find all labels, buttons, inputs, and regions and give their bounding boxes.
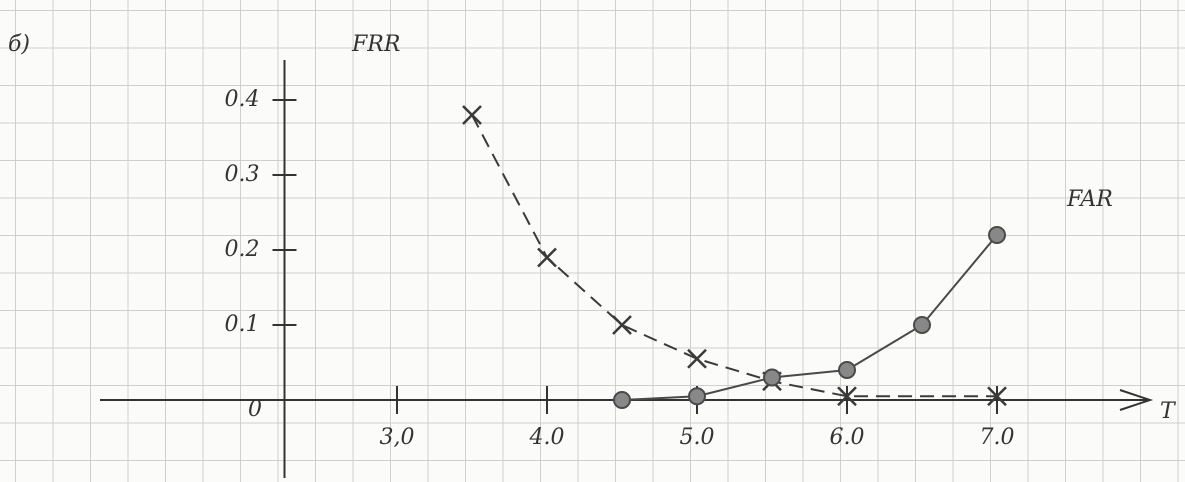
series-line [471, 114, 997, 398]
point-marker [687, 348, 707, 369]
x-axis-arrow [1119, 389, 1154, 411]
series-label: FRR [351, 32, 400, 57]
origin-label: 0 [248, 397, 262, 422]
x-tick-label: 6.0 [830, 425, 865, 450]
series-label: FAR [1066, 187, 1113, 212]
y-tick-label: 0.4 [225, 87, 260, 112]
x-axis-label: T [1160, 399, 1177, 424]
point-marker [988, 226, 1006, 244]
point-marker [537, 247, 557, 268]
point-marker [612, 315, 632, 335]
point-marker [763, 368, 781, 387]
point-marker [462, 105, 482, 125]
x-tick-label: 4.0 [529, 425, 565, 450]
x-tick-label: 7.0 [980, 425, 1015, 450]
point-marker [913, 316, 931, 334]
point-marker [688, 387, 706, 406]
y-tick-label: 0.1 [225, 312, 260, 337]
x-tick-label: 3,0 [380, 425, 415, 450]
y-tick-label: 0.2 [225, 237, 260, 262]
y-tick-label: 0.3 [225, 162, 260, 187]
point-marker [838, 361, 856, 379]
point-marker [613, 391, 631, 409]
point-marker [837, 386, 857, 407]
series-line [621, 234, 998, 401]
point-marker [987, 386, 1007, 407]
chart-label: б) [8, 32, 30, 57]
x-tick-label: 5.0 [680, 425, 715, 450]
